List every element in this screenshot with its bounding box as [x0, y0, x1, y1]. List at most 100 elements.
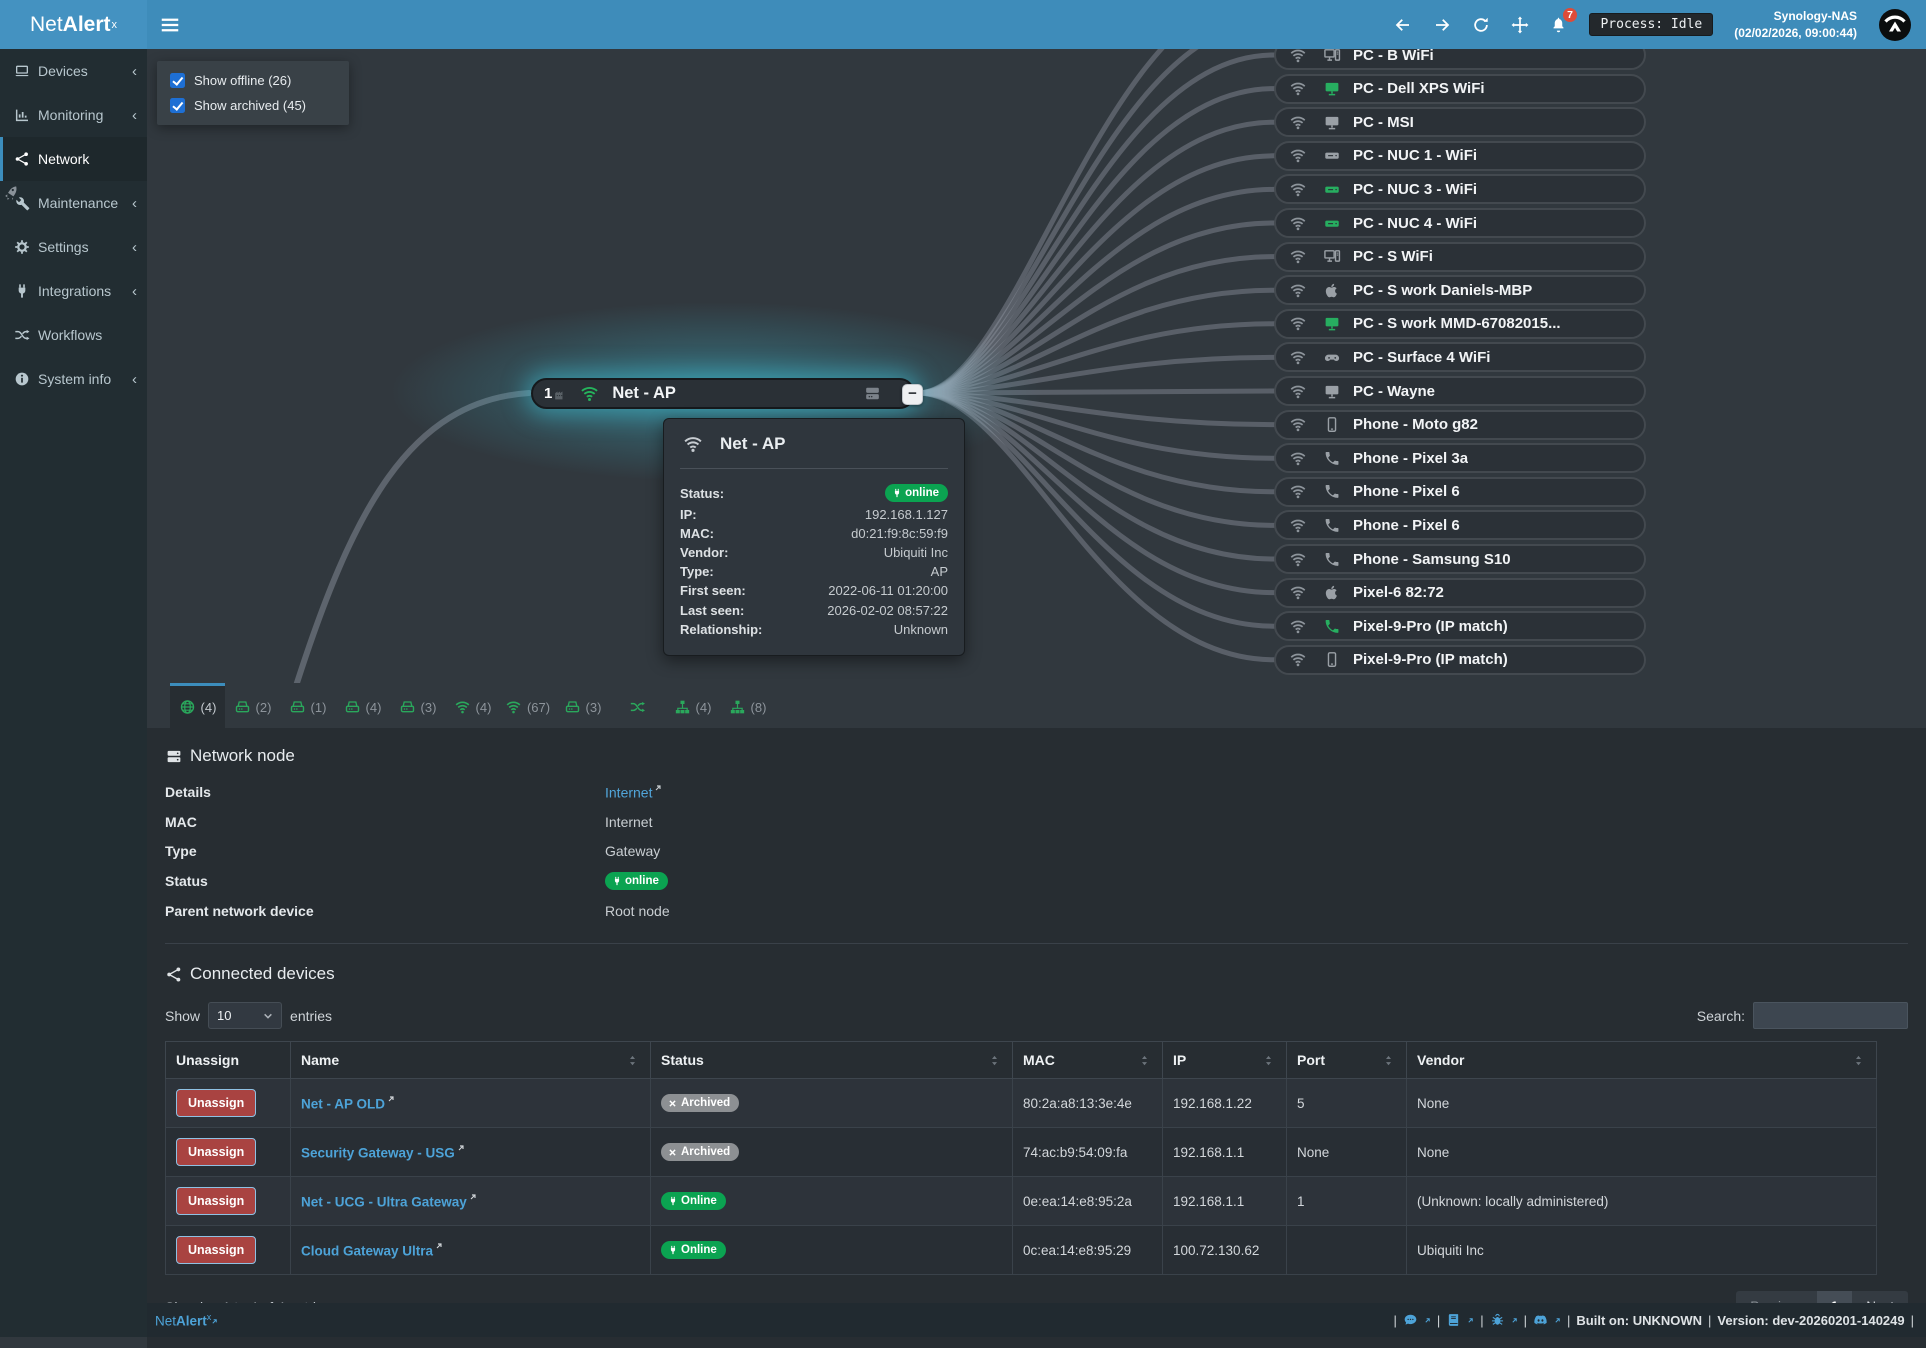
- sidebar-item-integrations[interactable]: Integrations‹: [0, 269, 147, 313]
- tab-wifi-5[interactable]: (4): [445, 683, 500, 728]
- share-nodes-icon: [14, 151, 30, 167]
- chevron-left-icon: ‹: [132, 64, 137, 79]
- navbar: 7 Process: Idle Synology-NAS (02/02/2026…: [147, 0, 1926, 49]
- column-header-ip[interactable]: IP: [1163, 1042, 1287, 1079]
- tooltip-row: Type:AP: [680, 564, 948, 579]
- footer-brand-link[interactable]: NetAlertx: [155, 1312, 218, 1329]
- checkbox-checked[interactable]: [170, 73, 185, 88]
- tab-router-1[interactable]: (2): [225, 683, 280, 728]
- sidebar-item-workflows[interactable]: Workflows: [0, 313, 147, 357]
- unassign-cell: Unassign: [166, 1177, 291, 1226]
- sort-icon: [987, 1053, 1002, 1068]
- detail-value: Root node: [605, 903, 1908, 919]
- plug-icon: [668, 1196, 678, 1206]
- sidebar-item-settings[interactable]: Settings‹: [0, 225, 147, 269]
- rocket-icon[interactable]: [1, 183, 21, 203]
- sidebar-item-maintenance[interactable]: Maintenance‹: [0, 181, 147, 225]
- detail-value: Internet: [605, 784, 1908, 801]
- sidebar-item-system-info[interactable]: System info‹: [0, 357, 147, 401]
- chat-icon[interactable]: [1403, 1313, 1418, 1327]
- filter-option-label: Show offline (26): [194, 73, 291, 88]
- wifi-icon: [579, 384, 600, 403]
- device-link[interactable]: Net - AP OLD: [301, 1096, 385, 1111]
- unassign-button[interactable]: Unassign: [176, 1089, 256, 1117]
- forward-icon[interactable]: [1433, 16, 1451, 34]
- plug-icon: [892, 488, 902, 498]
- chevron-left-icon: ‹: [132, 372, 137, 387]
- sidebar-item-devices[interactable]: Devices‹: [0, 49, 147, 93]
- vendor-cell: Ubiquiti Inc: [1407, 1226, 1877, 1275]
- network-topology-canvas[interactable]: Show offline (26) Show archived (45) 1 Ne…: [147, 49, 1926, 683]
- internet-link[interactable]: Internet: [605, 785, 652, 801]
- column-header-name[interactable]: Name: [291, 1042, 651, 1079]
- sidebar-toggle-button[interactable]: [147, 0, 193, 49]
- move-icon[interactable]: [1511, 16, 1529, 34]
- tab-globe-0[interactable]: (4): [170, 683, 225, 728]
- topology-node-device[interactable]: Phone - Pixel 3a: [1274, 443, 1646, 473]
- version-text: Version: dev-20260201-140249: [1717, 1313, 1904, 1328]
- notifications-button[interactable]: 7: [1550, 16, 1568, 34]
- tab-sitemap-9[interactable]: (4): [665, 683, 720, 728]
- tab-sitemap-10[interactable]: (8): [720, 683, 775, 728]
- tab-router-4[interactable]: (3): [390, 683, 445, 728]
- checkbox-checked[interactable]: [170, 98, 185, 113]
- filter-option[interactable]: Show archived (45): [157, 93, 349, 118]
- column-header-status[interactable]: Status: [651, 1042, 1013, 1079]
- unassign-button[interactable]: Unassign: [176, 1138, 256, 1166]
- topology-node-device[interactable]: PC - B WiFi: [1274, 49, 1646, 70]
- filter-option[interactable]: Show offline (26): [157, 68, 349, 93]
- tab-shuffle-8[interactable]: [610, 683, 665, 728]
- topology-node-device[interactable]: PC - NUC 3 - WiFi: [1274, 174, 1646, 204]
- sort-icon: [625, 1053, 640, 1068]
- sidebar-item-network[interactable]: Network: [0, 137, 147, 181]
- topology-node-device[interactable]: PC - NUC 1 - WiFi: [1274, 141, 1646, 171]
- device-link[interactable]: Net - UCG - Ultra Gateway: [301, 1194, 467, 1209]
- topology-node-device[interactable]: Pixel-9-Pro (IP match): [1274, 645, 1646, 675]
- user-avatar[interactable]: [1878, 8, 1912, 42]
- topology-node-device[interactable]: PC - NUC 4 - WiFi: [1274, 208, 1646, 238]
- tab-router-7[interactable]: (3): [555, 683, 610, 728]
- bug-report-icon[interactable]: [1490, 1313, 1505, 1327]
- topology-node-device[interactable]: PC - S work Daniels-MBP: [1274, 275, 1646, 305]
- column-header-vendor[interactable]: Vendor: [1407, 1042, 1877, 1079]
- collapse-node-button[interactable]: −: [902, 384, 923, 405]
- device-link[interactable]: Security Gateway - USG: [301, 1145, 455, 1160]
- tab-router-2[interactable]: (1): [280, 683, 335, 728]
- sidebar-item-monitoring[interactable]: Monitoring‹: [0, 93, 147, 137]
- refresh-icon[interactable]: [1472, 16, 1490, 34]
- unassign-button[interactable]: Unassign: [176, 1236, 256, 1264]
- column-header-port[interactable]: Port: [1287, 1042, 1407, 1079]
- tooltip-row-label: MAC:: [680, 526, 714, 541]
- topology-node-device[interactable]: PC - S work MMD-67082015...: [1274, 309, 1646, 339]
- topology-node-device[interactable]: Phone - Pixel 6: [1274, 510, 1646, 540]
- topology-node-device[interactable]: PC - Dell XPS WiFi: [1274, 74, 1646, 104]
- device-link[interactable]: Cloud Gateway Ultra: [301, 1243, 433, 1258]
- tooltip-row-value: AP: [931, 564, 948, 579]
- column-header-mac[interactable]: MAC: [1013, 1042, 1163, 1079]
- topology-node-device[interactable]: Pixel-9-Pro (IP match): [1274, 611, 1646, 641]
- status-badge: Online: [661, 1192, 726, 1210]
- topology-node-device[interactable]: Pixel-6 82:72: [1274, 578, 1646, 608]
- discord-icon[interactable]: [1533, 1313, 1548, 1327]
- topology-node-device[interactable]: PC - MSI: [1274, 107, 1646, 137]
- wifi-icon: [1289, 483, 1307, 500]
- topology-node-device[interactable]: Phone - Pixel 6: [1274, 477, 1646, 507]
- tab-router-3[interactable]: (4): [335, 683, 390, 728]
- gear-icon: [14, 239, 30, 255]
- wifi-icon: [1289, 49, 1307, 64]
- node-label: Phone - Pixel 6: [1353, 517, 1460, 534]
- tab-wifi-6[interactable]: (67): [500, 683, 555, 728]
- unassign-button[interactable]: Unassign: [176, 1187, 256, 1215]
- docs-icon[interactable]: [1446, 1313, 1461, 1327]
- topology-node-net-ap[interactable]: 1 Net - AP −: [531, 378, 915, 409]
- shuffle-icon: [14, 327, 30, 343]
- topology-node-device[interactable]: PC - S WiFi: [1274, 242, 1646, 272]
- topology-node-device[interactable]: PC - Surface 4 WiFi: [1274, 342, 1646, 372]
- topology-node-device[interactable]: PC - Wayne: [1274, 376, 1646, 406]
- topology-node-device[interactable]: Phone - Moto g82: [1274, 410, 1646, 440]
- topology-node-device[interactable]: Phone - Samsung S10: [1274, 544, 1646, 574]
- back-icon[interactable]: [1394, 16, 1412, 34]
- page-length-select[interactable]: 10: [208, 1002, 282, 1029]
- search-input[interactable]: [1753, 1002, 1908, 1029]
